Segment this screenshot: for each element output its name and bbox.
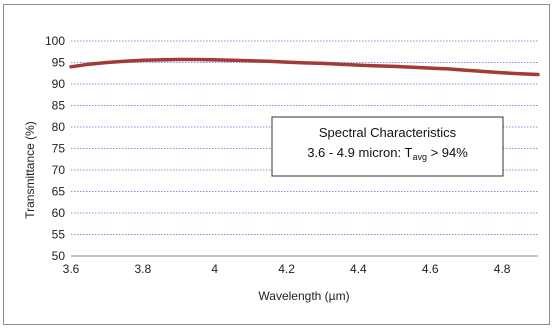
x-axis-ticks: 3.6 3.8 4 4.2 4.4 4.6 4.8 — [63, 262, 511, 276]
annotation-spec-subscript: avg — [412, 152, 427, 162]
annotation-spec: 3.6 - 4.9 micron: Tavg > 94% — [307, 145, 468, 162]
data-point — [375, 64, 378, 68]
x-tick-label: 4.4 — [350, 262, 367, 276]
data-point — [429, 66, 432, 70]
data-point — [447, 67, 450, 71]
x-tick-label: 3.6 — [63, 262, 80, 276]
y-tick-label: 60 — [52, 206, 66, 220]
data-point — [357, 63, 360, 67]
annotation-box: Spectral Characteristics 3.6 - 4.9 micro… — [271, 116, 504, 177]
data-point — [482, 70, 486, 73]
data-point — [177, 58, 180, 61]
data-point — [536, 73, 540, 76]
data-point — [105, 61, 109, 64]
data-point — [411, 66, 414, 69]
y-tick-label: 65 — [52, 185, 66, 199]
y-tick-label: 50 — [52, 249, 66, 263]
data-point — [500, 71, 504, 75]
data-point — [87, 62, 91, 66]
y-tick-label: 85 — [52, 99, 66, 113]
x-axis-label: Wavelength (µm) — [258, 289, 349, 303]
y-tick-label: 80 — [52, 120, 66, 134]
y-tick-label: 95 — [52, 56, 66, 70]
y-tick-label: 75 — [52, 142, 66, 156]
y-axis-label: Transmittance (%) — [23, 121, 37, 219]
data-point — [69, 65, 73, 69]
x-tick-label: 3.8 — [135, 262, 152, 276]
x-tick-label: 4 — [211, 262, 218, 276]
data-point — [141, 59, 144, 62]
y-tick-label: 55 — [52, 228, 66, 242]
data-point — [285, 60, 288, 64]
annotation-title: Spectral Characteristics — [319, 125, 457, 140]
data-point — [123, 60, 127, 63]
annotation-spec-suffix: > 94% — [427, 145, 468, 160]
data-point — [321, 62, 324, 65]
y-axis-ticks: 100 95 90 85 80 75 70 65 60 55 50 — [45, 34, 65, 263]
series-layer — [69, 57, 540, 77]
x-tick-label: 4.2 — [278, 262, 295, 276]
y-tick-label: 90 — [52, 77, 66, 91]
y-tick-label: 70 — [52, 163, 66, 177]
data-point — [249, 59, 252, 62]
data-point — [465, 69, 468, 72]
annotation-border — [271, 116, 504, 177]
annotation-spec-prefix: 3.6 - 4.9 micron: T — [307, 145, 412, 160]
data-point — [213, 58, 216, 62]
data-point — [303, 61, 306, 65]
data-point — [267, 60, 270, 63]
data-point — [339, 62, 342, 66]
y-tick-label: 100 — [45, 34, 65, 48]
data-point — [518, 72, 522, 75]
data-point — [159, 58, 162, 62]
x-tick-label: 4.8 — [494, 262, 511, 276]
data-point — [195, 58, 198, 61]
x-tick-label: 4.6 — [422, 262, 439, 276]
data-point — [393, 65, 396, 68]
data-point — [231, 59, 234, 62]
